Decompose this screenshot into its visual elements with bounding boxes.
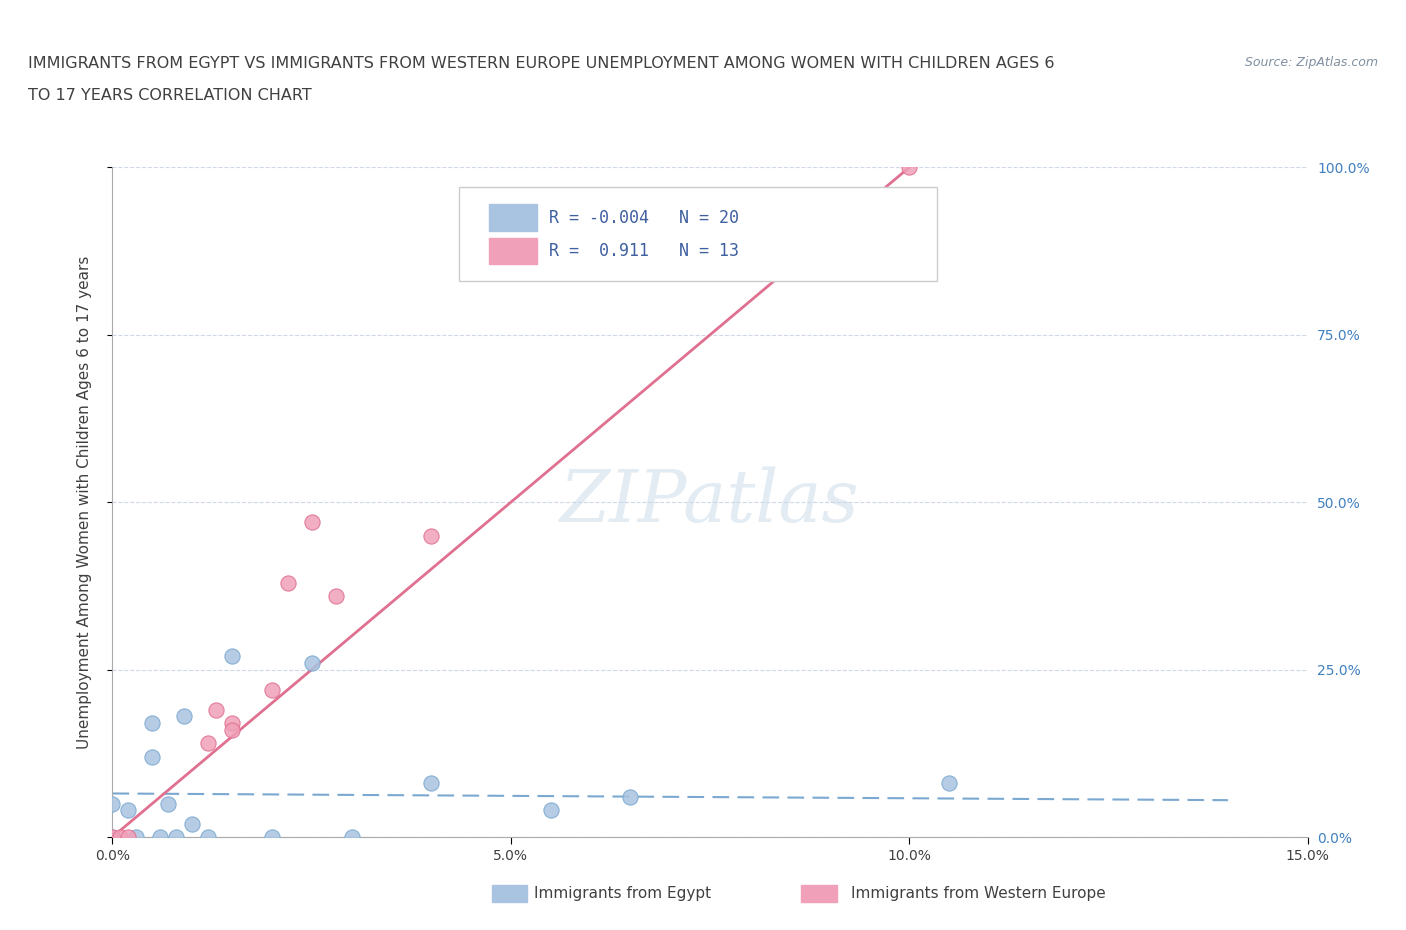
Bar <box>489 205 537 231</box>
Point <box>540 803 562 817</box>
Text: Immigrants from Egypt: Immigrants from Egypt <box>534 886 711 901</box>
Text: R =  0.911   N = 13: R = 0.911 N = 13 <box>548 242 738 260</box>
Text: Immigrants from Western Europe: Immigrants from Western Europe <box>851 886 1105 901</box>
Bar <box>489 238 537 264</box>
Point <box>149 830 172 844</box>
Point <box>221 716 243 731</box>
Point <box>277 575 299 590</box>
Point <box>197 736 219 751</box>
Point <box>181 817 204 831</box>
Point <box>165 830 187 844</box>
Point <box>221 649 243 664</box>
Text: Source: ZipAtlas.com: Source: ZipAtlas.com <box>1244 56 1378 69</box>
Point <box>117 830 139 844</box>
Point <box>101 830 124 844</box>
Point <box>125 830 148 844</box>
Point <box>420 528 443 543</box>
Point <box>197 830 219 844</box>
Point <box>141 750 163 764</box>
Point <box>420 776 443 790</box>
Point <box>157 796 180 811</box>
Point <box>260 683 283 698</box>
Point <box>205 702 228 717</box>
Point <box>260 830 283 844</box>
Point <box>117 803 139 817</box>
FancyBboxPatch shape <box>458 188 936 281</box>
Point <box>619 790 641 804</box>
Point <box>141 716 163 731</box>
Point <box>301 656 323 671</box>
Point <box>110 830 132 844</box>
Y-axis label: Unemployment Among Women with Children Ages 6 to 17 years: Unemployment Among Women with Children A… <box>77 256 91 749</box>
Point <box>301 515 323 530</box>
Text: ZIPatlas: ZIPatlas <box>560 467 860 538</box>
Text: IMMIGRANTS FROM EGYPT VS IMMIGRANTS FROM WESTERN EUROPE UNEMPLOYMENT AMONG WOMEN: IMMIGRANTS FROM EGYPT VS IMMIGRANTS FROM… <box>28 56 1054 71</box>
Point <box>101 830 124 844</box>
Text: TO 17 YEARS CORRELATION CHART: TO 17 YEARS CORRELATION CHART <box>28 88 312 103</box>
Point <box>101 796 124 811</box>
Text: R = -0.004   N = 20: R = -0.004 N = 20 <box>548 208 738 227</box>
Point <box>898 160 921 175</box>
Point <box>325 589 347 604</box>
Point <box>340 830 363 844</box>
Point <box>221 723 243 737</box>
Point <box>173 709 195 724</box>
Point <box>938 776 960 790</box>
